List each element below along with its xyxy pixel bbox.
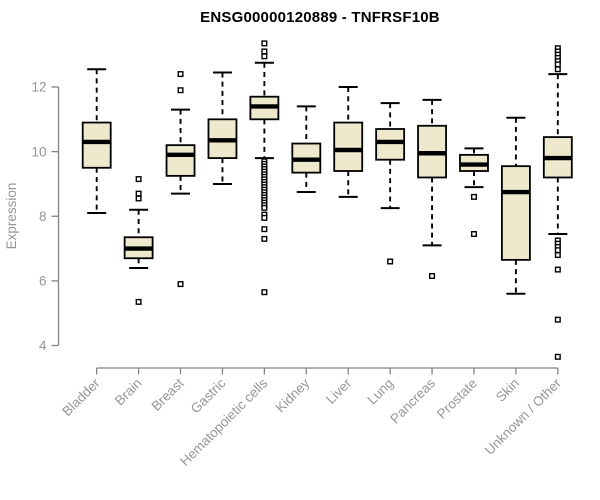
outlier-point: [261, 53, 268, 60]
boxplot-unknown-other: [542, 45, 573, 360]
outlier-point: [135, 298, 142, 305]
boxplot-lung: [375, 102, 406, 265]
x-tick-label: Gastric: [188, 375, 229, 416]
iqr-box: [333, 121, 364, 172]
outlier-point: [470, 231, 477, 238]
x-tick-label: Skin: [493, 376, 522, 405]
outlier-point: [429, 273, 436, 280]
outlier-point: [177, 87, 184, 94]
boxplot-skin: [500, 116, 531, 295]
outlier-point: [554, 247, 561, 254]
outlier-point: [554, 316, 561, 323]
outlier-point: [554, 266, 561, 273]
boxplot-breast: [165, 71, 196, 288]
outlier-point: [261, 214, 268, 221]
outlier-point: [261, 235, 268, 242]
x-tick-label: Unknown / Other: [482, 375, 565, 458]
outlier-point: [135, 190, 142, 197]
x-tick-label: Prostate: [434, 376, 480, 422]
outlier-point: [177, 281, 184, 288]
outlier-point: [261, 289, 268, 296]
outlier-point: [261, 48, 268, 55]
y-tick-label: 6: [39, 274, 47, 289]
x-tick-label: Liver: [323, 375, 355, 407]
y-tick-label: 4: [39, 338, 47, 353]
outlier-point: [177, 71, 184, 78]
y-tick-label: 10: [31, 144, 46, 159]
x-tick-label: Pancreas: [387, 375, 438, 426]
x-tick-label: Bladder: [59, 375, 103, 419]
outlier-point: [261, 226, 268, 233]
outlier-point: [554, 252, 561, 259]
x-tick-label: Brain: [112, 376, 145, 409]
iqr-box: [375, 128, 406, 161]
boxplot-pancreas: [417, 98, 447, 280]
x-tick-label: Lung: [364, 376, 396, 408]
boxplot-gastric: [207, 71, 238, 185]
iqr-box: [81, 121, 112, 169]
outlier-point: [135, 176, 142, 183]
outlier-point: [135, 195, 142, 202]
outlier-point: [470, 193, 477, 200]
outlier-point: [261, 204, 268, 211]
outlier-point: [554, 66, 561, 73]
outlier-point: [554, 61, 561, 68]
boxplot-hematopoietic-cells: [249, 40, 280, 296]
chart-title: ENSG00000120889 - TNFRSF10B: [200, 9, 440, 26]
x-tick-label: Breast: [148, 375, 186, 413]
y-axis: 4 6 8 10 12: [31, 80, 60, 353]
boxplot-bladder: [81, 68, 112, 215]
y-tick-label: 12: [31, 80, 46, 95]
iqr-box: [165, 144, 196, 177]
boxplot-brain: [123, 176, 154, 305]
outlier-point: [387, 258, 394, 265]
boxplot-kidney: [291, 105, 322, 194]
boxplot-liver: [333, 86, 364, 198]
boxplot-prostate: [459, 147, 489, 238]
x-tick-label: Kidney: [273, 375, 313, 415]
iqr-box: [500, 165, 531, 261]
outlier-point: [554, 353, 561, 360]
outlier-point: [261, 40, 268, 47]
y-tick-label: 8: [39, 209, 47, 224]
